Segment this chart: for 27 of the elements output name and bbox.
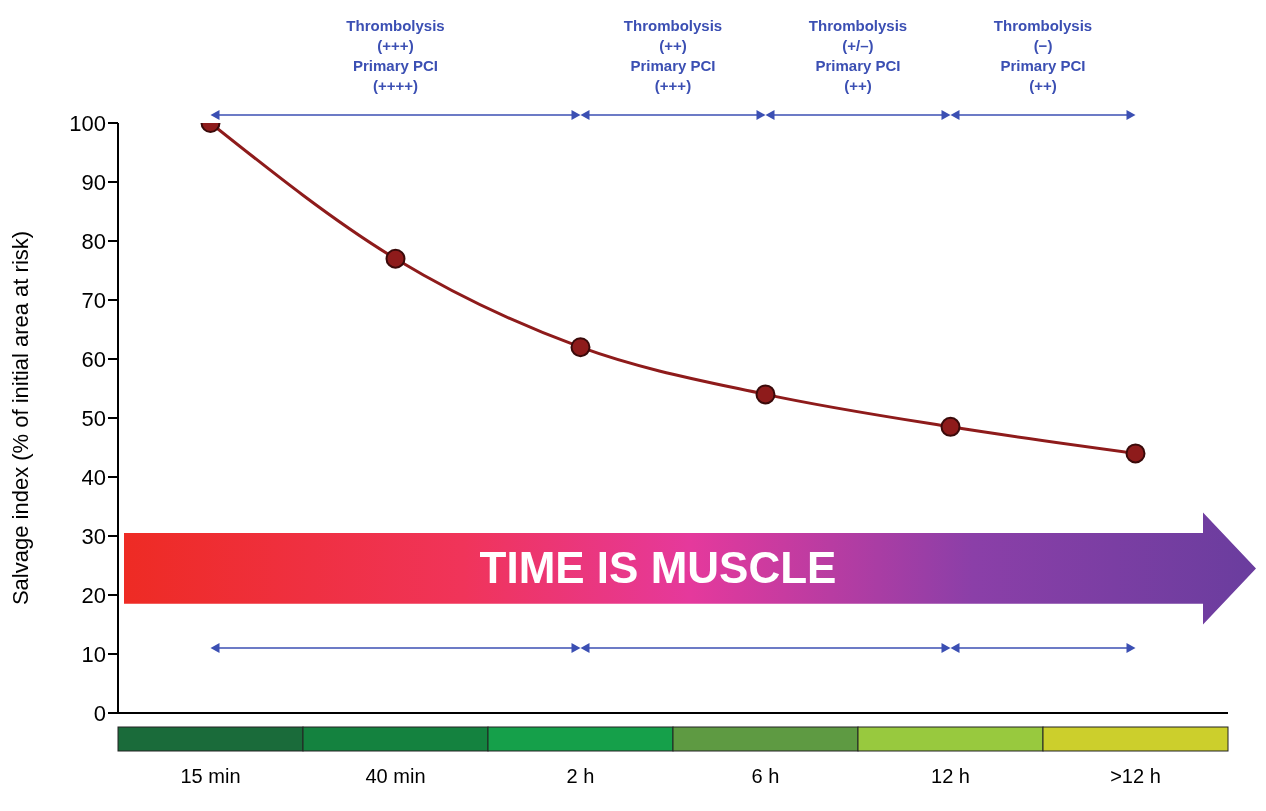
point xyxy=(940,416,961,437)
y-tick-label: 20 xyxy=(81,582,106,608)
point xyxy=(1125,443,1146,464)
y-tick-label: 0 xyxy=(93,700,106,726)
y-tick-label: 10 xyxy=(81,641,106,667)
text: Thrombolysis (+/–) Primary PCI (++) xyxy=(808,17,908,94)
x-tick-label: >12 h xyxy=(1110,765,1161,788)
y-tick-label: 70 xyxy=(81,287,106,313)
annotation: TIME IS MUSCLE xyxy=(479,543,837,593)
y-tick-label: 90 xyxy=(81,169,106,195)
y-tick-label: 50 xyxy=(81,405,106,431)
x-tick-label: 2 h xyxy=(566,765,595,788)
point xyxy=(755,384,776,405)
text: Thrombolysis (++) Primary PCI (+++) xyxy=(623,17,723,94)
x-tick-label: 15 min xyxy=(180,765,241,788)
text: Thrombolysis (+++) Primary PCI (++++) xyxy=(346,17,445,94)
y-axis-title: Salvage index (% of initial area at risk) xyxy=(7,230,33,606)
y-tick-label: 80 xyxy=(81,228,106,254)
x-tick-label: 12 h xyxy=(931,765,970,788)
point xyxy=(570,337,591,358)
y-tick-label: 100 xyxy=(69,110,106,136)
x-tick-label: 6 h xyxy=(751,765,780,788)
y-tick-label: 40 xyxy=(81,464,106,490)
y-tick-label: 60 xyxy=(81,346,106,372)
y-tick-label: 30 xyxy=(81,523,106,549)
x-tick-label: 40 min xyxy=(365,765,426,788)
text: Thrombolysis (−) Primary PCI (++) xyxy=(993,17,1093,94)
